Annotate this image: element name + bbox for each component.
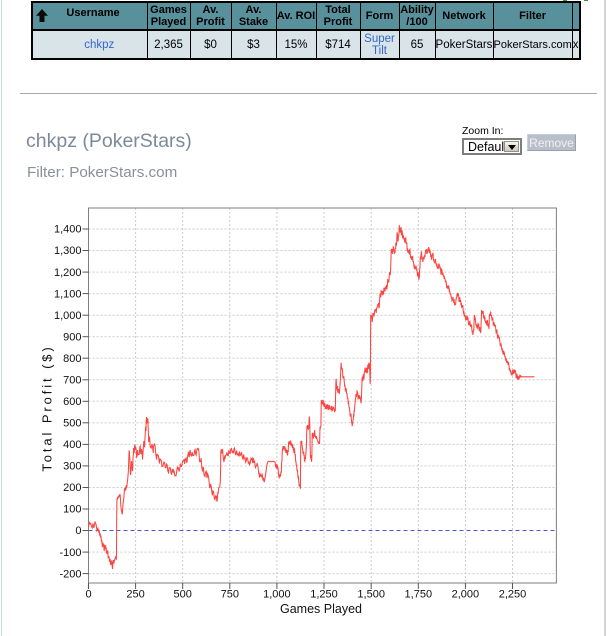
svg-text:Total Profit ($): Total Profit ($) xyxy=(40,344,55,471)
svg-text:700: 700 xyxy=(63,375,81,387)
svg-text:0: 0 xyxy=(75,525,81,537)
svg-text:1,000: 1,000 xyxy=(54,310,82,322)
svg-text:900: 900 xyxy=(63,331,81,343)
svg-text:1,250: 1,250 xyxy=(310,589,338,601)
svg-text:1,200: 1,200 xyxy=(54,267,82,279)
svg-text:0: 0 xyxy=(85,589,91,601)
svg-text:-100: -100 xyxy=(59,547,81,559)
svg-text:-200: -200 xyxy=(59,568,81,580)
svg-text:2,250: 2,250 xyxy=(499,589,527,601)
svg-text:1,750: 1,750 xyxy=(405,589,433,601)
svg-text:400: 400 xyxy=(63,439,81,451)
svg-text:750: 750 xyxy=(221,589,239,601)
svg-text:100: 100 xyxy=(63,504,81,516)
svg-text:1,300: 1,300 xyxy=(54,245,82,257)
svg-text:2,000: 2,000 xyxy=(452,589,480,601)
svg-text:500: 500 xyxy=(174,589,192,601)
svg-text:250: 250 xyxy=(126,589,144,601)
svg-text:200: 200 xyxy=(63,482,81,494)
svg-text:Games Played: Games Played xyxy=(280,602,362,616)
svg-text:500: 500 xyxy=(63,418,81,430)
svg-text:1,000: 1,000 xyxy=(263,589,291,601)
svg-text:1,400: 1,400 xyxy=(54,224,82,236)
svg-text:1,100: 1,100 xyxy=(54,288,82,300)
svg-text:600: 600 xyxy=(63,396,81,408)
svg-text:1,500: 1,500 xyxy=(357,589,385,601)
svg-text:800: 800 xyxy=(63,353,81,365)
svg-text:300: 300 xyxy=(63,461,81,473)
